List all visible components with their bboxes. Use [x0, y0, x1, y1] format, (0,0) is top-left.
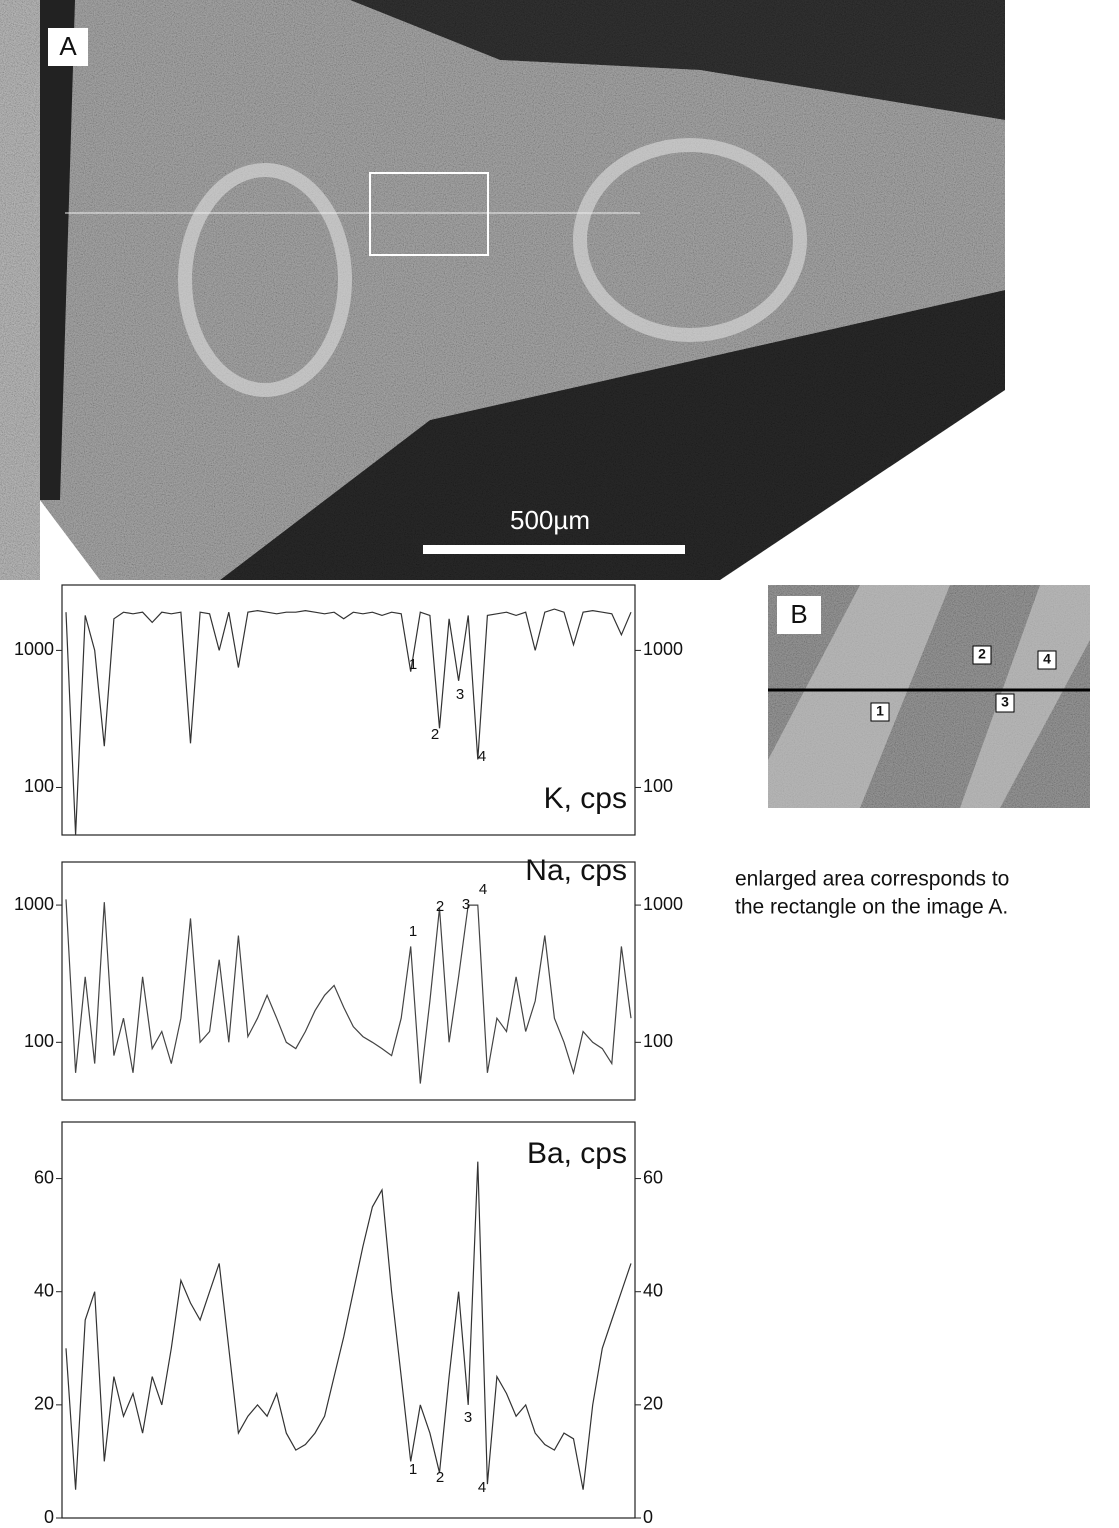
annotation: 2: [436, 1469, 444, 1486]
panel-label: A: [59, 31, 77, 61]
caption: the rectangle on the image A.: [735, 896, 1008, 919]
y-tick-label: 1000: [14, 639, 54, 659]
image-a: 500µm A: [0, 0, 1005, 580]
plot-frame: [62, 862, 635, 1100]
scale-bar: [423, 545, 685, 554]
figure: 500µm A B 1234 enlarged area corresponds…: [0, 0, 1119, 1528]
y-tick-label: 20: [34, 1394, 54, 1414]
y-tick-label: 100: [24, 1031, 54, 1051]
chart-title: Na, cps: [525, 854, 627, 887]
annotation: 2: [436, 898, 444, 915]
y2-tick-label: 0: [643, 1507, 653, 1527]
annotation: 1: [409, 656, 417, 673]
y-tick-label: 1000: [14, 894, 54, 914]
annotation: 3: [462, 896, 470, 913]
data-line: [66, 1162, 631, 1490]
marker-label: 2: [978, 646, 986, 662]
y2-tick-label: 1000: [643, 639, 683, 659]
annotation: 4: [478, 748, 486, 765]
plot-frame: [62, 1122, 635, 1518]
chart-title: K, cps: [544, 782, 627, 815]
annotation: 4: [478, 1479, 486, 1496]
margin: [0, 0, 40, 580]
image-b: B 1 2 3 4 enlarged area corresponds to the …: [735, 585, 1090, 919]
marker-label: 3: [1001, 694, 1009, 710]
y2-tick-label: 40: [643, 1280, 663, 1300]
y2-tick-label: 20: [643, 1394, 663, 1414]
y-tick-label: 0: [44, 1507, 54, 1527]
y2-tick-label: 100: [643, 776, 673, 796]
y2-tick-label: 100: [643, 1031, 673, 1051]
annotation: 2: [431, 726, 439, 743]
chart-title: Ba, cps: [527, 1137, 627, 1170]
data-line: [66, 899, 631, 1083]
annotation: 1: [409, 923, 417, 940]
y-tick-label: 40: [34, 1280, 54, 1300]
annotation: 1: [409, 1461, 417, 1478]
y2-tick-label: 1000: [643, 894, 683, 914]
scale-label: 500µm: [510, 505, 590, 535]
marker-label: 4: [1043, 651, 1051, 667]
y-tick-label: 60: [34, 1167, 54, 1187]
panel-label: B: [790, 599, 807, 629]
annotation: 3: [456, 686, 464, 703]
y-tick-label: 100: [24, 776, 54, 796]
annotation: 4: [479, 881, 487, 898]
caption: enlarged area corresponds to: [735, 868, 1009, 891]
y2-tick-label: 60: [643, 1167, 663, 1187]
marker-label: 1: [876, 703, 884, 719]
annotation: 3: [464, 1409, 472, 1426]
